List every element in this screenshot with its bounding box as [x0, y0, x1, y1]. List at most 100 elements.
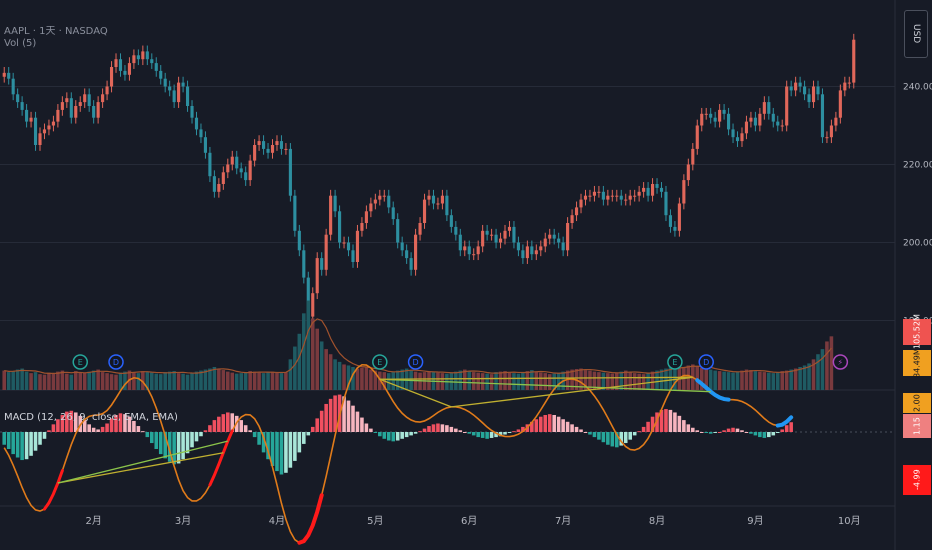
volume-bar[interactable] [784, 370, 789, 390]
candle-body[interactable] [132, 55, 136, 64]
macd-histogram-bar[interactable] [315, 418, 320, 432]
macd-histogram-bar[interactable] [646, 421, 650, 432]
candle-body[interactable] [820, 94, 825, 138]
volume-bar[interactable] [243, 372, 248, 390]
macd-histogram-bar[interactable] [418, 431, 422, 433]
volume-bar[interactable] [288, 359, 293, 390]
candle-body[interactable] [552, 234, 556, 239]
volume-bar[interactable] [507, 372, 512, 390]
volume-bar[interactable] [24, 371, 29, 390]
volume-bar[interactable] [158, 374, 163, 390]
macd-histogram-bar[interactable] [293, 432, 297, 461]
macd-histogram-bar[interactable] [230, 413, 235, 432]
candle-body[interactable] [807, 94, 811, 103]
candle-body[interactable] [512, 226, 516, 243]
volume-bar[interactable] [825, 341, 829, 390]
macd-histogram-bar[interactable] [306, 432, 311, 436]
candle-body[interactable] [208, 152, 212, 177]
candle-body[interactable] [141, 51, 145, 60]
volume-bar[interactable] [346, 365, 351, 390]
volume-bar[interactable] [758, 371, 762, 390]
candle-body[interactable] [266, 148, 270, 153]
volume-bar[interactable] [145, 371, 150, 390]
candle-body[interactable] [221, 172, 225, 184]
volume-bar[interactable] [735, 371, 740, 390]
volume-bar[interactable] [637, 373, 641, 390]
event-marker-icon[interactable] [72, 354, 88, 370]
macd-histogram-bar[interactable] [194, 432, 199, 442]
macd-histogram-bar[interactable] [619, 432, 624, 446]
volume-bar[interactable] [588, 370, 592, 390]
macd-histogram-bar[interactable] [141, 431, 145, 433]
macd-histogram-bar[interactable] [735, 428, 740, 432]
volume-bar[interactable] [454, 371, 458, 390]
macd-histogram-bar[interactable] [261, 432, 266, 453]
macd-histogram-bar[interactable] [462, 432, 467, 433]
macd-histogram-bar[interactable] [127, 416, 132, 432]
macd-histogram-bar[interactable] [431, 424, 436, 432]
candle-body[interactable] [194, 117, 199, 130]
macd-histogram-bar[interactable] [628, 432, 632, 440]
macd-histogram-bar[interactable] [333, 395, 337, 432]
volume-bar[interactable] [480, 373, 485, 390]
candle-body[interactable] [472, 254, 476, 256]
candle-body[interactable] [42, 129, 47, 134]
volume-bar[interactable] [20, 368, 24, 390]
macd-histogram-bar[interactable] [543, 415, 548, 432]
macd-histogram-bar[interactable] [284, 432, 288, 473]
candle-body[interactable] [96, 102, 100, 118]
candle-body[interactable] [619, 195, 623, 200]
candle-body[interactable] [481, 230, 485, 247]
candle-body[interactable] [454, 226, 458, 235]
macd-histogram-bar[interactable] [538, 416, 543, 432]
candle-body[interactable] [306, 277, 310, 317]
macd-histogram-bar[interactable] [275, 432, 279, 472]
candle-body[interactable] [74, 106, 78, 118]
candle-body[interactable] [212, 176, 216, 192]
volume-bar[interactable] [592, 371, 597, 390]
macd-histogram-bar[interactable] [561, 419, 565, 432]
macd-histogram-bar[interactable] [360, 417, 364, 432]
candle-body[interactable] [387, 195, 391, 208]
candle-body[interactable] [378, 195, 382, 200]
candle-body[interactable] [592, 191, 596, 196]
macd-histogram-bar[interactable] [699, 432, 704, 433]
macd-histogram-bar[interactable] [673, 412, 677, 432]
candle-body[interactable] [642, 187, 646, 192]
candle-body[interactable] [731, 129, 735, 138]
macd-histogram-bar[interactable] [136, 426, 141, 432]
candle-body[interactable] [181, 82, 185, 87]
macd-histogram-bar[interactable] [221, 414, 226, 432]
volume-bar[interactable] [610, 373, 615, 390]
macd-histogram-bar[interactable] [574, 426, 579, 432]
candle-body[interactable] [525, 246, 529, 259]
candle-body[interactable] [279, 141, 284, 149]
volume-bar[interactable] [42, 374, 47, 390]
candle-body[interactable] [16, 94, 20, 103]
candle-body[interactable] [418, 223, 422, 235]
macd-histogram-bar[interactable] [100, 426, 105, 432]
volume-bar[interactable] [33, 372, 38, 390]
volume-bar[interactable] [556, 372, 561, 390]
macd-histogram-bar[interactable] [404, 432, 409, 438]
macd-histogram-bar[interactable] [145, 432, 150, 438]
macd-histogram-bar[interactable] [480, 432, 485, 438]
macd-histogram-bar[interactable] [637, 431, 641, 433]
candle-body[interactable] [436, 203, 440, 205]
volume-bar[interactable] [333, 359, 337, 390]
macd-histogram-bar[interactable] [601, 432, 606, 443]
macd-histogram-bar[interactable] [650, 416, 655, 432]
macd-histogram-bar[interactable] [632, 432, 637, 436]
volume-bar[interactable] [297, 333, 302, 390]
volume-bar[interactable] [378, 371, 382, 390]
volume-bar[interactable] [369, 369, 373, 390]
candle-body[interactable] [11, 78, 15, 95]
macd-histogram-bar[interactable] [33, 432, 38, 451]
candle-body[interactable] [664, 191, 668, 216]
candle-body[interactable] [682, 180, 686, 204]
candle-body[interactable] [476, 246, 480, 255]
macd-histogram-bar[interactable] [65, 411, 69, 432]
candle-body[interactable] [449, 215, 453, 227]
symbol-title[interactable]: AAPL · 1天 · NASDAQ [4, 26, 108, 37]
candle-body[interactable] [127, 63, 131, 75]
